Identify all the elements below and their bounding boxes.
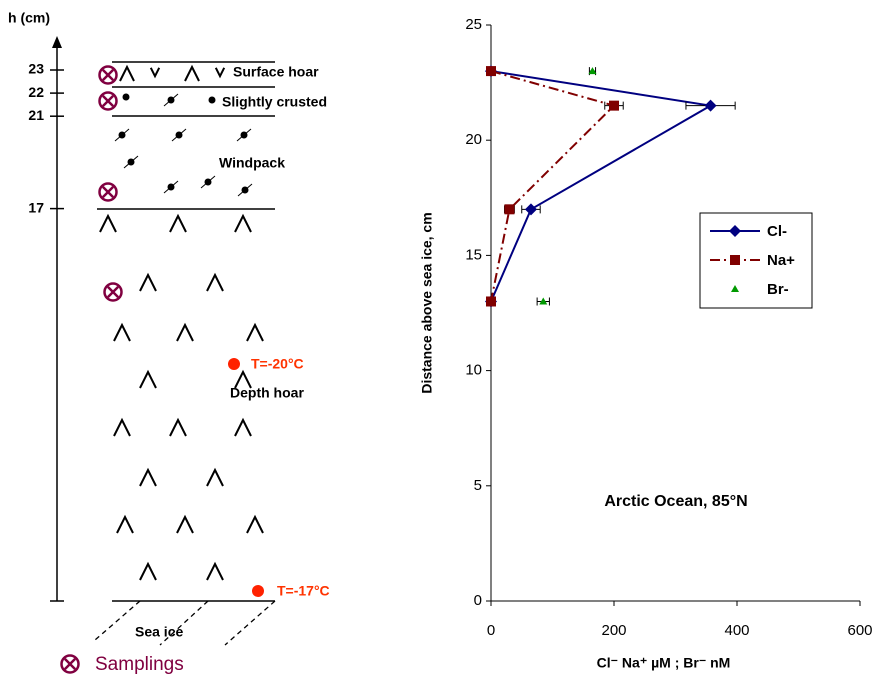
- sampling-cross: [102, 95, 114, 107]
- sampling: [98, 65, 118, 85]
- hoar-crystal: [206, 561, 224, 581]
- series-line: [490, 70, 616, 302]
- y-tick-label: 0: [474, 592, 482, 609]
- x-tick-label: 200: [601, 622, 626, 639]
- height-tick-label: 17: [28, 199, 44, 215]
- sampling-cross: [102, 186, 114, 198]
- hoar-crystal: [206, 467, 224, 487]
- hoar-crystal: [116, 514, 134, 534]
- legend-label: Na+: [767, 252, 795, 269]
- y-tick-label: 10: [465, 362, 482, 379]
- temp-dot: [228, 358, 240, 370]
- axis-label: h (cm): [8, 10, 50, 26]
- hoar-crystal: [119, 64, 135, 82]
- hoar-crystal: [139, 561, 157, 581]
- layer-label: Slightly crusted: [222, 94, 327, 110]
- hoar-crystal: [184, 64, 200, 82]
- sampling-cross: [102, 69, 114, 81]
- y-tick-label: 20: [465, 131, 482, 148]
- marker: [486, 66, 496, 77]
- hoar-crystal: [169, 213, 187, 233]
- marker: [486, 296, 496, 307]
- sampling-cross: [107, 286, 119, 298]
- y-tick-label: 25: [465, 16, 482, 33]
- x-tick-label: 600: [847, 622, 872, 639]
- layer-label: Depth hoar: [230, 385, 304, 401]
- grain: [127, 158, 135, 166]
- height-tick-label: 23: [28, 61, 44, 77]
- snow-profile: h (cm) Surface hoar Slightly crusted Win…: [8, 10, 330, 675]
- marker: [729, 225, 741, 237]
- marker: [539, 297, 548, 305]
- dash-line: [94, 600, 141, 641]
- sampling-cross: [64, 658, 76, 670]
- y-axis-label: Distance above sea ice, cm: [419, 212, 435, 393]
- hoar-crystal: [206, 272, 224, 292]
- hoar-crystal: [246, 514, 264, 534]
- marker: [704, 99, 717, 112]
- hoar-crystal: [139, 272, 157, 292]
- sampling: [103, 282, 123, 302]
- grain: [167, 96, 175, 104]
- hoar-crystal: [214, 67, 226, 79]
- series-line: [490, 70, 714, 302]
- grain: [208, 96, 216, 104]
- sea-ice-lines: [94, 600, 276, 646]
- x-tick-label: 400: [724, 622, 749, 639]
- hoar-crystal: [169, 417, 187, 437]
- y-tick-label: 15: [465, 246, 482, 263]
- hoar-crystal: [113, 322, 131, 342]
- marker: [504, 204, 515, 215]
- dash-line: [159, 600, 209, 646]
- marker: [731, 285, 739, 292]
- layer-label: Windpack: [219, 155, 285, 171]
- hoar-crystal: [234, 417, 252, 437]
- hoar-crystal: [139, 467, 157, 487]
- height-tick-label: 22: [28, 84, 44, 100]
- dash-line: [224, 600, 276, 646]
- hoar-crystal: [113, 417, 131, 437]
- marker: [730, 255, 740, 265]
- x-tick-label: 0: [487, 622, 495, 639]
- legend-label: Br-: [767, 281, 789, 298]
- annotation: Arctic Ocean, 85°N: [604, 493, 747, 510]
- grain: [175, 131, 183, 139]
- sampling: [98, 182, 118, 202]
- grain: [241, 186, 249, 194]
- hoar-crystal: [176, 514, 194, 534]
- legend-label: Cl-: [767, 223, 787, 240]
- grain: [122, 93, 130, 101]
- temp-label: T=-20°C: [251, 356, 304, 372]
- layer-label: Sea ice: [135, 624, 183, 640]
- marker: [588, 67, 597, 75]
- hoar-crystal: [149, 67, 161, 79]
- hoar-crystal: [234, 369, 252, 389]
- sampling: [98, 91, 118, 111]
- grain: [204, 178, 212, 186]
- grain: [167, 183, 175, 191]
- temp-dot: [252, 585, 264, 597]
- layer-label: Surface hoar: [233, 64, 319, 80]
- grain: [118, 131, 126, 139]
- x-axis-label: Cl⁻ Na⁺ µM ; Br⁻ nM: [597, 655, 731, 671]
- marker: [609, 100, 619, 111]
- hoar-crystal: [246, 322, 264, 342]
- hoar-crystal: [139, 369, 157, 389]
- legend-label: Samplings: [95, 654, 184, 675]
- axis-arrow: [52, 36, 62, 48]
- temp-label: T=-17°C: [277, 583, 330, 599]
- grain: [240, 131, 248, 139]
- hoar-crystal: [176, 322, 194, 342]
- height-tick-label: 21: [28, 107, 44, 123]
- sampling: [60, 654, 80, 674]
- y-tick-label: 5: [474, 477, 482, 494]
- marker: [524, 203, 537, 216]
- hoar-crystal: [99, 213, 117, 233]
- hoar-crystal: [234, 213, 252, 233]
